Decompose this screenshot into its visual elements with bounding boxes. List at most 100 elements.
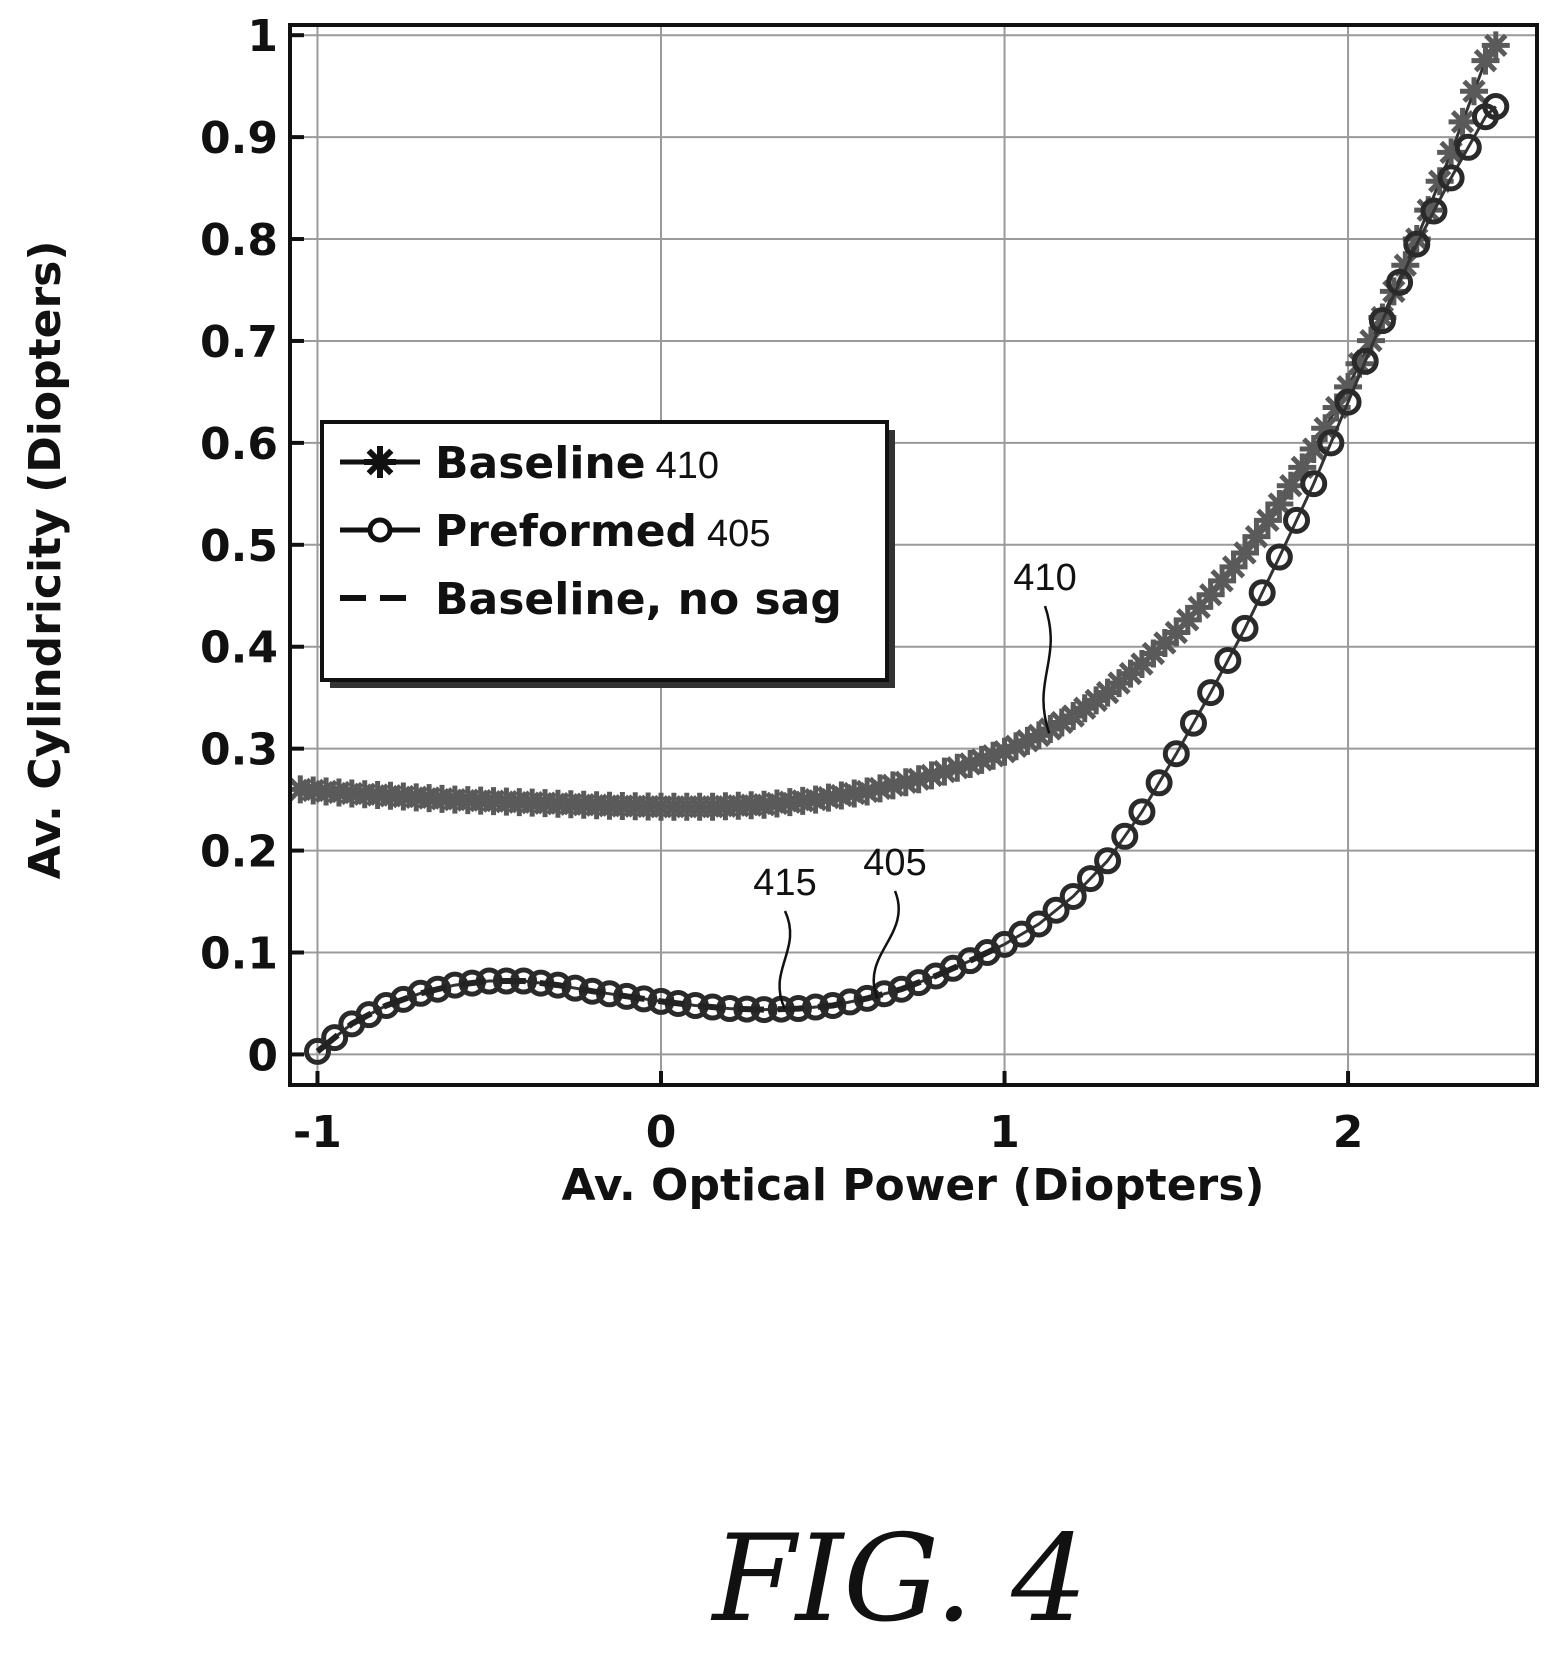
circle-marker: [1162, 740, 1190, 768]
x-tick-label: 0: [646, 1107, 677, 1158]
legend-item: Baseline, no sag: [340, 574, 842, 625]
star-marker: [1471, 46, 1500, 75]
callout-label: 410: [1013, 557, 1076, 599]
circle-marker: [1265, 543, 1293, 571]
star-marker: [1196, 580, 1225, 609]
star-marker: [1059, 702, 1088, 731]
legend-circle-icon: [367, 517, 393, 543]
legend: Baseline 410 Preformed 405 Baseline, no sag: [320, 420, 895, 688]
star-marker: [943, 753, 972, 782]
star-marker: [853, 777, 882, 806]
legend-ref-number: 410: [656, 445, 719, 487]
star-marker: [1139, 639, 1168, 668]
star-marker: [1299, 435, 1328, 463]
star-marker: [1116, 659, 1145, 688]
star-marker: [1391, 251, 1420, 280]
callout-leader: [778, 910, 792, 1010]
star-marker: [1162, 618, 1191, 647]
star-marker: [878, 771, 907, 800]
x-tick-label: 2: [1333, 1107, 1364, 1158]
legend-label: Preformed: [435, 506, 697, 557]
star-marker: [1001, 732, 1030, 761]
star-marker: [956, 749, 985, 778]
circle-marker: [1042, 896, 1070, 924]
star-marker: [1105, 669, 1134, 698]
callout-415: 415: [753, 862, 817, 1010]
star-marker: [1311, 414, 1340, 443]
y-tick-label: 0.1: [200, 929, 278, 980]
circle-marker: [1437, 164, 1465, 192]
circle-marker: [1248, 579, 1276, 607]
tick-labels: -1 0 1 2 0 0.1 0.2 0.3 0.4 0.5 0.6 0.7 0.8 0.9 1: [200, 11, 1363, 1158]
star-marker: [1231, 538, 1259, 567]
star-marker: [1402, 225, 1431, 254]
star-marker: [1265, 490, 1294, 519]
circle-marker: [1482, 93, 1510, 121]
star-marker: [967, 745, 996, 774]
star-marker: [1127, 650, 1156, 679]
circle-marker: [303, 1037, 331, 1065]
y-tick-label: 0.6: [200, 419, 278, 470]
star-marker: [1481, 31, 1510, 60]
circle-marker: [1334, 388, 1362, 416]
callout-405: 405: [863, 842, 927, 999]
star-marker: [1047, 708, 1076, 737]
circle-marker: [1076, 865, 1104, 893]
legend-item: Baseline 410: [340, 438, 719, 489]
circle-marker: [1214, 646, 1242, 674]
circle-marker: [1386, 268, 1414, 296]
series-baseline-no-sag: [315, 941, 1006, 1054]
star-marker: [1036, 714, 1065, 743]
circle-marker: [1317, 429, 1345, 457]
star-marker: [1093, 678, 1122, 707]
y-tick-label: 0.3: [200, 725, 278, 776]
plot-frame: [288, 23, 1539, 1087]
star-marker: [1185, 593, 1214, 622]
star-marker: [1414, 196, 1443, 225]
star-marker: [891, 768, 920, 797]
legend-box: [320, 420, 889, 682]
series-line: [315, 941, 1006, 1054]
y-tick-label: 0.9: [200, 113, 278, 164]
circle-marker: [1283, 506, 1311, 534]
star-marker: [1356, 326, 1385, 355]
circle-marker: [1179, 709, 1207, 737]
star-marker: [979, 741, 1008, 770]
y-tick-label: 0: [247, 1030, 278, 1081]
y-tick-label: 0.4: [200, 623, 278, 674]
circle-marker: [1145, 769, 1173, 797]
circle-marker: [1420, 197, 1448, 225]
legend-item: Preformed 405: [340, 506, 770, 557]
star-marker: [1288, 453, 1317, 482]
circle-marker: [1300, 470, 1328, 498]
circle-marker: [1231, 614, 1259, 642]
star-marker: [1253, 506, 1282, 535]
star-marker: [1460, 77, 1489, 106]
callout-label: 405: [863, 842, 926, 884]
callout-leader: [1042, 605, 1052, 734]
circle-marker: [1025, 910, 1053, 938]
callout-leader: [872, 890, 900, 999]
star-marker: [1219, 552, 1248, 581]
callout-label: 415: [753, 862, 816, 904]
callouts: 410 415 405: [753, 557, 1077, 1010]
circle-marker: [1351, 347, 1379, 375]
legend-star-icon: [364, 446, 396, 478]
circle-marker: [1454, 133, 1482, 161]
figure-caption: FIG. 4: [711, 1510, 1088, 1649]
star-marker: [1448, 107, 1477, 136]
y-tick-label: 0.8: [200, 215, 278, 266]
star-marker: [1070, 694, 1099, 723]
y-axis-title: Av. Cylindricity (Diopters): [20, 241, 71, 880]
star-marker: [930, 757, 959, 786]
star-marker: [1150, 628, 1179, 657]
star-marker: [904, 765, 933, 794]
circle-marker: [1111, 822, 1139, 850]
star-marker: [866, 774, 895, 803]
callout-410: 410: [1013, 557, 1077, 734]
y-tick-label: 0.7: [200, 317, 278, 368]
circle-marker: [1403, 230, 1431, 258]
star-marker: [1437, 138, 1466, 167]
star-marker: [1024, 721, 1053, 750]
series-layer: [290, 31, 1510, 1065]
